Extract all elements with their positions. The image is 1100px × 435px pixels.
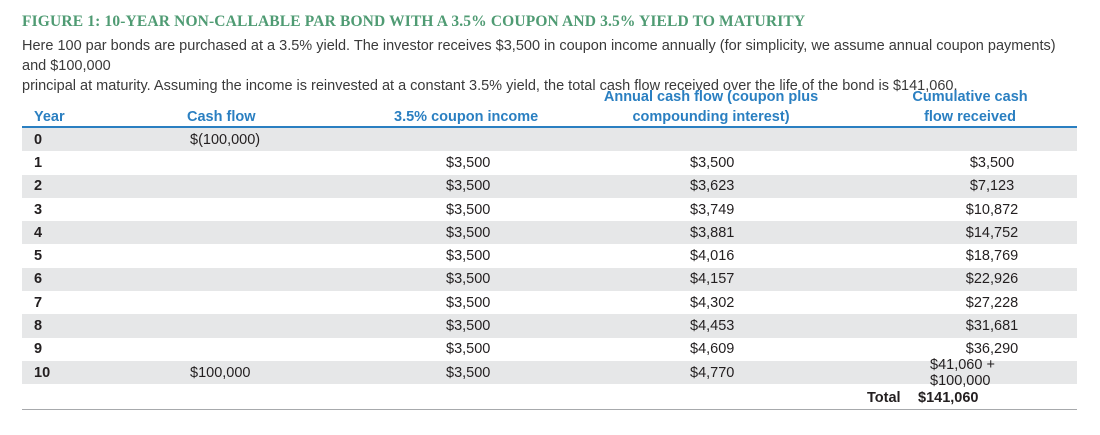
cell-coupon: $3,500 [446, 224, 491, 241]
cell-year: 8 [34, 318, 43, 335]
cell-year: 6 [34, 271, 43, 288]
cell-coupon: $3,500 [446, 271, 491, 288]
cell-year: 3 [34, 201, 43, 218]
table-row: 0 $(100,000) [22, 128, 1077, 152]
cell-year: 5 [34, 248, 43, 265]
cell-annual: $4,302 [690, 294, 735, 311]
cell-cumulative: $36,290 [965, 341, 1019, 358]
cell-cumulative: $10,872 [965, 201, 1019, 218]
cell-year: 7 [34, 294, 43, 311]
table-bottom-divider [22, 409, 1077, 410]
cell-cumulative: $14,752 [965, 224, 1019, 241]
cell-annual: $4,770 [690, 364, 735, 381]
description-line-1: Here 100 par bonds are purchased at a 3.… [22, 38, 1056, 74]
total-value: $141,060 [918, 390, 979, 406]
cell-coupon: $3,500 [446, 201, 491, 218]
table-row: 10 $100,000 $3,500 $4,770 $41,060 + $100… [22, 356, 1077, 389]
cell-annual: $3,749 [690, 201, 735, 218]
header-annual-line-2: compounding interest) [632, 109, 790, 125]
header-cumulative-line-2: flow received [924, 109, 1016, 125]
header-cash-flow: Cash flow [187, 109, 256, 125]
table-row: 8 $3,500 $4,453 $31,681 [22, 314, 1077, 338]
cell-coupon: $3,500 [446, 248, 491, 265]
cell-year: 4 [34, 224, 43, 241]
cell-cumulative [930, 128, 1054, 151]
cell-annual: $4,453 [690, 318, 735, 335]
table-row: 6 $3,500 $4,157 $22,926 [22, 267, 1077, 292]
cell-year: 10 [34, 364, 51, 381]
header-cumulative-line-1: Cumulative cash [912, 89, 1028, 105]
cell-annual: $4,016 [690, 248, 735, 265]
cell-cash-flow: $(100,000) [190, 131, 261, 148]
cell-cumulative: $18,769 [965, 248, 1019, 265]
cell-cash-flow: $100,000 [190, 364, 251, 381]
cell-coupon: $3,500 [446, 341, 491, 358]
cell-coupon: $3,500 [446, 178, 491, 195]
cell-year: 2 [34, 178, 43, 195]
table-row: 5 $3,500 $4,016 $18,769 [22, 244, 1077, 267]
cell-annual: $3,500 [690, 154, 735, 171]
table-row: 4 $3,500 $3,881 $14,752 [22, 221, 1077, 245]
table-row: 7 $3,500 $4,302 $27,228 [22, 291, 1077, 314]
cell-cumulative: $3,500 [969, 154, 1015, 171]
total-label: Total [867, 390, 901, 406]
cash-flow-table: 0 $(100,000) 1 $3,500 $3,500 $3,500 2 $3… [22, 128, 1077, 389]
header-annual-cash-flow: Annual cash flow (coupon plus compoundin… [596, 83, 826, 127]
table-row: 1 $3,500 $3,500 $3,500 [22, 151, 1077, 174]
header-coupon-income: 3.5% coupon income [394, 109, 539, 125]
cell-annual: $4,157 [690, 271, 735, 288]
cell-coupon: $3,500 [446, 154, 491, 171]
cell-cumulative: $27,228 [965, 294, 1019, 311]
table-row: 2 $3,500 $3,623 $7,123 [22, 174, 1077, 198]
cell-year: 9 [34, 341, 43, 358]
cell-cumulative: $7,123 [969, 178, 1015, 195]
table-row: 3 $3,500 $3,749 $10,872 [22, 198, 1077, 221]
cell-cumulative: $22,926 [965, 271, 1019, 288]
cell-annual: $4,609 [690, 341, 735, 358]
total-row: Total $141,060 [22, 388, 1077, 410]
cell-cumulative: $41,060 + $100,000 [930, 356, 995, 389]
cell-cumulative: $31,681 [965, 318, 1019, 335]
cell-year: 1 [34, 154, 43, 171]
cell-coupon: $3,500 [446, 364, 491, 381]
cell-coupon: $3,500 [446, 294, 491, 311]
header-divider [22, 126, 1077, 128]
table-row: 9 $3,500 $4,609 $36,290 [22, 338, 1077, 361]
figure-title: FIGURE 1: 10-YEAR NON-CALLABLE PAR BOND … [22, 13, 806, 30]
description-line-2: principal at maturity. Assuming the inco… [22, 78, 958, 94]
header-year: Year [34, 109, 65, 125]
header-annual-line-1: Annual cash flow (coupon plus [603, 89, 819, 105]
table-header: Year Cash flow 3.5% coupon income Annual… [22, 83, 1077, 127]
cell-year: 0 [34, 131, 43, 148]
cell-coupon: $3,500 [446, 318, 491, 335]
cell-annual: $3,623 [690, 178, 735, 195]
figure-description: Here 100 par bonds are purchased at a 3.… [22, 36, 1082, 96]
cell-annual: $3,881 [690, 224, 735, 241]
header-cumulative: Cumulative cash flow received [880, 83, 1060, 127]
